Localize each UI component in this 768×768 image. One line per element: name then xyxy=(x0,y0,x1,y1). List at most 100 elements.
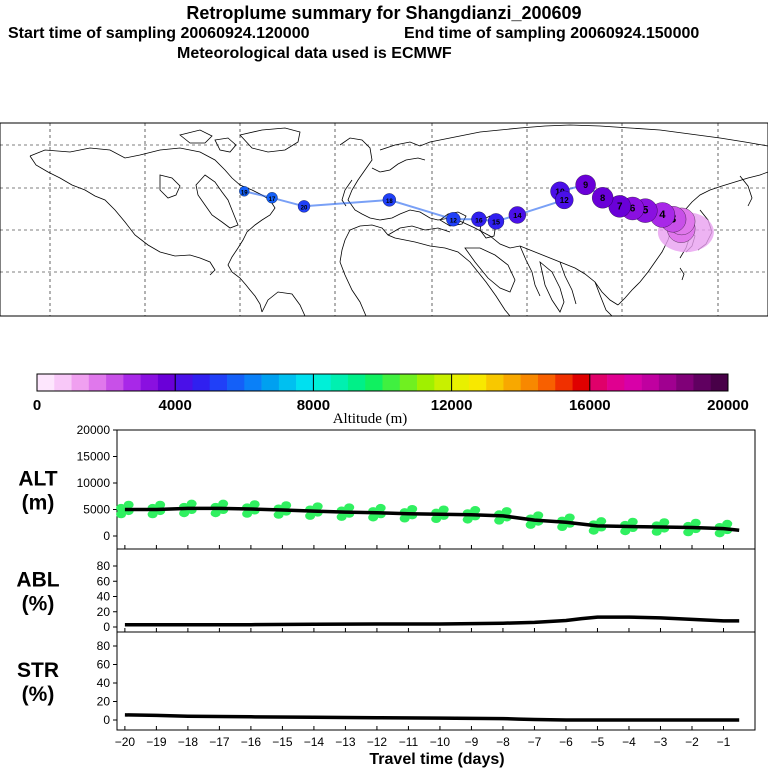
colorbar-swatch xyxy=(520,374,539,391)
alt-scatter-point xyxy=(305,511,316,520)
colorbar-swatch xyxy=(572,374,591,391)
plume-cluster-label: 5 xyxy=(642,205,648,217)
x-tick-label: −18 xyxy=(178,735,199,749)
x-axis-label: Travel time (days) xyxy=(369,751,504,768)
alt-scatter-point xyxy=(683,528,694,537)
panel-ylabel-line2: (m) xyxy=(22,492,55,515)
alt-scatter-point xyxy=(714,529,725,538)
x-tick-label: −15 xyxy=(272,735,293,749)
map-gridlines xyxy=(0,123,768,316)
plume-cluster-label: 15 xyxy=(492,217,500,226)
plume-cluster-dot xyxy=(592,187,614,209)
str-line xyxy=(124,713,740,722)
colorbar-swatch xyxy=(382,374,401,391)
alt-scatter-point xyxy=(186,499,197,508)
plume-cluster-label: 16 xyxy=(475,217,483,224)
plume-cluster-dot xyxy=(487,213,505,230)
y-tick-label: 40 xyxy=(97,590,111,604)
x-tick-label: −9 xyxy=(465,735,479,749)
alt-scatter-point xyxy=(281,501,292,510)
plume-cluster-label: 19 xyxy=(241,190,248,196)
x-tick-label: −2 xyxy=(685,735,699,749)
colorbar-swatch xyxy=(365,374,383,391)
colorbar-tick-label: 12000 xyxy=(431,397,473,414)
x-tick-label: −7 xyxy=(528,735,542,749)
alt-scatter-point xyxy=(179,509,190,518)
alt-scatter-point xyxy=(242,509,253,518)
panel-ylabel-line1: STR xyxy=(17,659,59,682)
colorbar-swatch xyxy=(192,374,211,391)
alt-scatter-point xyxy=(462,515,473,524)
alt-scatter-point xyxy=(336,512,347,521)
alt-scatter-point xyxy=(399,514,410,523)
plume-cluster-dot xyxy=(446,212,461,227)
x-tick-label: −6 xyxy=(559,735,573,749)
end-time-label: End time of sampling 20060924.150000 xyxy=(404,25,700,42)
colorbar-swatch xyxy=(624,374,642,391)
colorbar-swatch xyxy=(54,374,72,391)
colorbar-swatch xyxy=(261,374,280,391)
x-tick-label: −20 xyxy=(115,735,136,749)
x-tick-label: −12 xyxy=(367,735,388,749)
colorbar-frame xyxy=(36,373,729,392)
alt-scatter-point xyxy=(407,504,418,513)
alt-scatter-point xyxy=(525,520,536,529)
plume-cluster: 20 xyxy=(297,200,311,213)
start-time-label: Start time of sampling 20060924.120000 xyxy=(8,25,310,42)
plume-cluster-label: 17 xyxy=(269,197,276,203)
panel-alt: 0 5000 10000 15000 20000 ALT(m) xyxy=(18,423,756,550)
alt-scatter-point xyxy=(312,502,323,511)
x-tick-label: −19 xyxy=(146,735,167,749)
y-tick-label: 60 xyxy=(97,574,111,588)
plume-cluster-dot xyxy=(555,190,574,210)
colorbar-swatch xyxy=(607,374,625,391)
world-map: 12345678910121415161218201719 xyxy=(0,122,768,317)
x-tick-label: −16 xyxy=(241,735,262,749)
x-tick-label: −1 xyxy=(717,735,731,749)
alt-scatter-point xyxy=(722,519,733,528)
alt-scatter-point xyxy=(375,503,386,512)
colorbar-swatch xyxy=(157,374,176,391)
colorbar-swatch xyxy=(486,374,504,391)
alt-scatter-point xyxy=(588,526,599,535)
alt-scatter-point xyxy=(210,509,221,518)
colorbar-tick-label: 16000 xyxy=(569,397,611,414)
plume-cluster-label: 9 xyxy=(583,180,588,190)
alt-scatter-point xyxy=(596,517,607,526)
colorbar-swatch xyxy=(589,374,608,391)
colorbar-swatch xyxy=(676,374,694,391)
plume-clusters: 12345678910121415161218201719 xyxy=(239,174,714,253)
y-tick-label: 10000 xyxy=(77,476,111,490)
colorbar-swatch xyxy=(227,374,245,391)
y-tick-label: 0 xyxy=(103,620,110,634)
panel-ylabel-line2: (%) xyxy=(22,593,55,616)
x-tick-label: −11 xyxy=(399,735,419,749)
colorbar-swatch xyxy=(399,374,418,391)
colorbar-swatch xyxy=(37,374,55,391)
colorbar-swatch xyxy=(296,374,314,391)
alt-scatter-point xyxy=(627,517,638,526)
colorbar-swatch xyxy=(417,374,435,391)
colorbar-swatch xyxy=(434,374,452,391)
y-tick-label: 80 xyxy=(97,559,111,573)
plume-cluster-label: 12 xyxy=(560,196,570,205)
chart-title: Retroplume summary for Shangdianzi_20060… xyxy=(186,3,582,23)
x-tick-label: −4 xyxy=(622,735,636,749)
y-tick-label: 0 xyxy=(103,713,110,727)
x-tick-label: −3 xyxy=(654,735,668,749)
met-data-label: Meteorological data used is ECMWF xyxy=(177,45,452,62)
plume-cluster-dot xyxy=(382,193,396,207)
plume-cluster-label: 6 xyxy=(630,204,636,215)
colorbar-tick-label: 0 xyxy=(33,397,41,414)
alt-scatter-point xyxy=(651,527,662,536)
colorbar-swatch xyxy=(503,374,521,391)
alt-scatter-point xyxy=(533,511,544,520)
alt-scatter-point xyxy=(273,510,284,519)
plume-cluster: 12 xyxy=(555,190,574,210)
x-tick-label: −13 xyxy=(335,735,356,749)
y-tick-label: 80 xyxy=(97,639,111,653)
plume-cluster-label: 12 xyxy=(450,217,458,224)
alt-scatter-point xyxy=(438,505,449,514)
